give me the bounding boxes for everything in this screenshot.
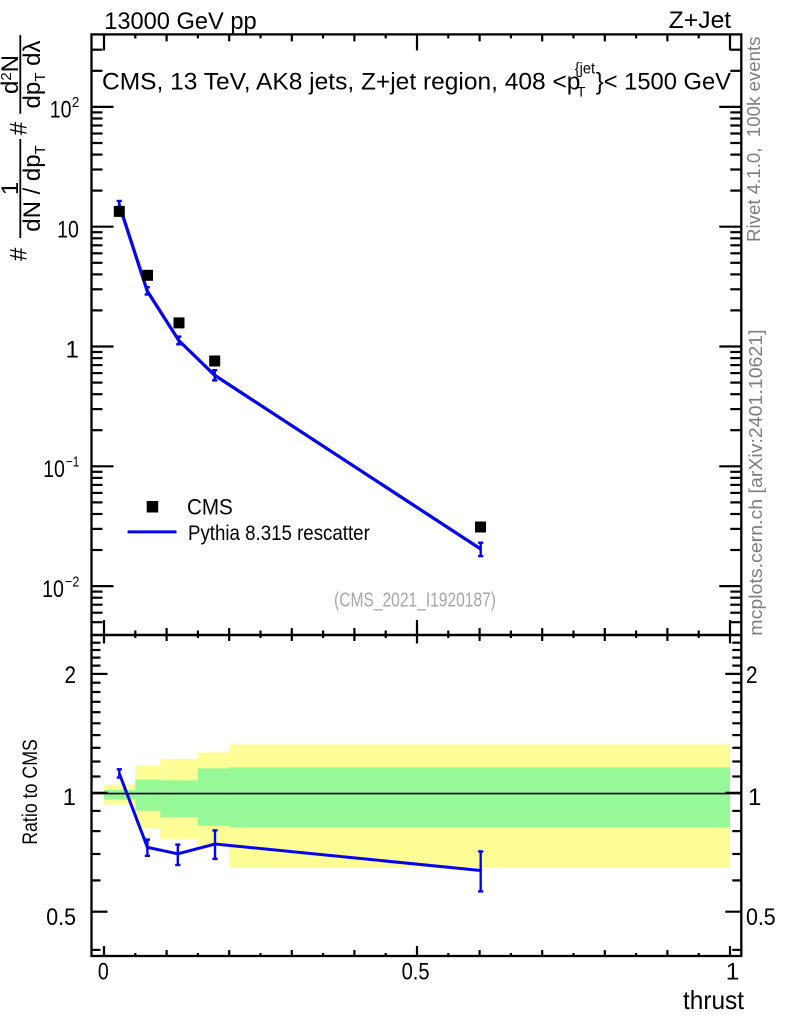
svg-text:(CMS_2021_I1920187): (CMS_2021_I1920187) — [334, 589, 496, 612]
svg-text:0.5: 0.5 — [746, 904, 776, 931]
svg-text:Pythia 8.315 rescatter: Pythia 8.315 rescatter — [188, 521, 370, 545]
svg-text:CMS: CMS — [187, 494, 233, 519]
svg-text:10: 10 — [50, 97, 72, 124]
svg-text:0.5: 0.5 — [402, 958, 430, 985]
svg-text:Z+Jet: Z+Jet — [669, 7, 732, 34]
svg-text:10: 10 — [43, 456, 65, 483]
svg-text:1: 1 — [726, 958, 740, 985]
svg-text:10: 10 — [57, 217, 79, 244]
svg-text:0: 0 — [98, 958, 109, 985]
svg-text:13000 GeV pp: 13000 GeV pp — [104, 8, 257, 35]
svg-text:}< 1500 GeV: }< 1500 GeV — [596, 69, 731, 96]
svg-text:−1: −1 — [66, 455, 79, 471]
svg-text:10: 10 — [42, 576, 64, 603]
svg-text:1: 1 — [748, 784, 761, 811]
svg-text:#: # — [6, 247, 33, 261]
svg-text:2: 2 — [746, 662, 758, 689]
svg-text:2: 2 — [65, 662, 77, 689]
svg-text:T: T — [577, 83, 586, 99]
svg-text:mcplots.cern.ch [arXiv:2401.10: mcplots.cern.ch [arXiv:2401.10621] — [745, 329, 766, 635]
svg-text:0.5: 0.5 — [46, 904, 76, 931]
svg-text:1: 1 — [65, 336, 78, 363]
svg-text:dN / dpT: dN / dpT — [19, 145, 49, 232]
svg-text:−2: −2 — [65, 574, 79, 590]
svg-text:thrust: thrust — [683, 985, 745, 1015]
svg-text:#: # — [6, 121, 33, 135]
svg-text:2: 2 — [72, 95, 79, 111]
svg-text:1: 1 — [63, 784, 76, 811]
svg-text:Rivet 4.1.0, 100k events: Rivet 4.1.0, 100k events — [743, 37, 764, 243]
svg-text:CMS, 13 TeV, AK8 jets, Z+jet r: CMS, 13 TeV, AK8 jets, Z+jet region, 408… — [102, 69, 580, 96]
svg-text:1: 1 — [0, 182, 24, 195]
svg-text:{jet: {jet — [575, 61, 596, 78]
svg-text:Ratio to CMS: Ratio to CMS — [19, 739, 42, 845]
